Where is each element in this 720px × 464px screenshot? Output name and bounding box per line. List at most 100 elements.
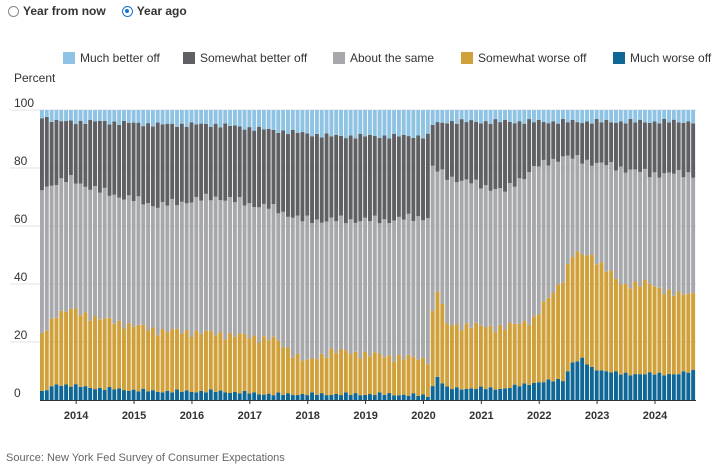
bar — [252, 110, 257, 400]
bar-segment — [430, 110, 435, 125]
bar-segment — [411, 220, 416, 357]
bar-segment — [377, 223, 382, 354]
bar — [565, 110, 570, 400]
bar-segment — [478, 325, 483, 387]
bar-segment — [556, 378, 561, 400]
bar-segment — [589, 110, 594, 124]
bar-segment — [165, 123, 170, 206]
bar-segment — [503, 119, 507, 192]
bar-segment — [546, 165, 551, 298]
bar-segment — [204, 193, 208, 331]
bar-segment — [527, 119, 532, 173]
bar — [286, 110, 290, 400]
bar-segment — [425, 396, 430, 400]
bar-segment — [638, 171, 643, 287]
bar-segment — [358, 358, 363, 396]
bar-segment — [464, 110, 469, 123]
bar-segment — [406, 354, 411, 396]
bar — [314, 110, 319, 400]
bar-segment — [179, 201, 184, 334]
bar-segment — [498, 324, 503, 389]
bar-segment — [223, 123, 228, 201]
bar-segment — [348, 219, 353, 355]
bar-segment — [604, 110, 609, 120]
bar-segment — [599, 370, 604, 400]
bar-segment — [575, 155, 580, 252]
bar-segment — [478, 123, 483, 189]
bar-segment — [406, 395, 411, 400]
bar-segment — [136, 324, 141, 392]
bar-segment — [671, 110, 676, 120]
bar-segment — [580, 254, 585, 358]
bar-segment — [401, 219, 406, 360]
bar-segment — [213, 196, 218, 336]
bar-segment — [252, 110, 257, 131]
bar-segment — [232, 391, 237, 400]
bar-segment — [102, 110, 107, 121]
bar-segment — [363, 217, 368, 352]
bar-segment — [681, 371, 686, 400]
bar — [88, 110, 93, 400]
bar — [469, 110, 474, 400]
bar-segment — [681, 294, 686, 372]
bar-segment — [493, 189, 498, 332]
y-tick-label: 60 — [14, 212, 28, 226]
bar-segment — [546, 297, 551, 380]
bar — [392, 110, 397, 400]
bar-segment — [150, 390, 155, 400]
bar-segment — [507, 388, 512, 400]
radio-selected-icon — [121, 5, 133, 17]
y-tick-label: 80 — [14, 154, 28, 168]
bar-segment — [430, 386, 435, 400]
bar-segment — [281, 394, 286, 400]
bar — [339, 110, 343, 400]
bar — [676, 110, 681, 400]
bar-segment — [353, 138, 358, 223]
bar-segment — [78, 110, 83, 121]
legend-swatch — [333, 52, 345, 64]
bar-segment — [97, 120, 102, 193]
bar-segment — [146, 123, 151, 204]
bar-segment — [59, 121, 64, 179]
bar-segment — [652, 374, 657, 400]
radio-year-ago-label: Year ago — [136, 4, 187, 18]
bar-segment — [469, 388, 474, 400]
bar-segment — [498, 110, 503, 123]
x-tick-label: 2019 — [353, 410, 377, 422]
bar-segment — [266, 128, 271, 209]
bar — [488, 110, 493, 400]
bar-segment — [189, 122, 194, 203]
bar-segment — [358, 395, 363, 400]
bar-segment — [170, 329, 175, 393]
bar-segment — [570, 362, 575, 400]
bar-segment — [382, 110, 387, 136]
bar-segment — [589, 123, 594, 166]
bar — [527, 110, 532, 400]
bar-segment — [469, 183, 474, 328]
bar-segment — [295, 132, 300, 216]
bar-segment — [68, 386, 73, 400]
bar-segment — [160, 124, 165, 202]
bar — [662, 110, 667, 400]
bar-segment — [493, 331, 498, 390]
radio-year-ago[interactable]: Year ago — [121, 2, 187, 20]
bar — [594, 110, 599, 400]
radio-year-from-now[interactable]: Year from now — [8, 2, 106, 20]
bar-segment — [189, 110, 194, 123]
bar-segment — [657, 287, 662, 373]
bar-segment — [310, 136, 315, 224]
bar-segment — [483, 389, 488, 400]
bar-segment — [483, 110, 488, 122]
bar — [290, 110, 295, 400]
bar-segment — [411, 393, 416, 400]
bar-segment — [681, 110, 686, 123]
bar — [382, 110, 387, 400]
bar-segment — [474, 179, 479, 323]
bar-segment — [474, 389, 479, 400]
bar-segment — [348, 135, 353, 220]
bar — [334, 110, 339, 400]
legend-swatch — [63, 52, 75, 64]
bar-segment — [97, 319, 102, 388]
bar-segment — [170, 198, 175, 330]
bar — [175, 110, 179, 400]
